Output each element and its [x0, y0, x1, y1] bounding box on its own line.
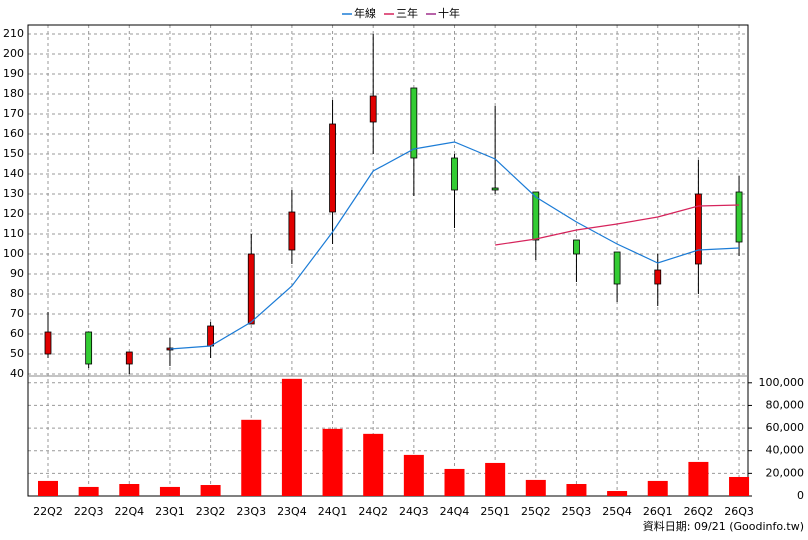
- y-tick-label: 140: [3, 167, 24, 180]
- candle-body: [410, 87, 418, 159]
- y2-tick-label: 60,000: [766, 421, 805, 434]
- candle-body: [125, 351, 133, 365]
- x-tick-label: 26Q1: [643, 505, 673, 518]
- volume-bar: [688, 461, 709, 496]
- y-tick-label: 40: [10, 367, 24, 380]
- volume-bar: [363, 433, 384, 496]
- volume-bar: [403, 454, 424, 496]
- x-tick-label: 24Q4: [440, 505, 470, 518]
- volume-bar: [607, 491, 628, 496]
- candle-body: [451, 157, 458, 191]
- volume-bar: [566, 484, 587, 496]
- x-tick-label: 23Q4: [277, 505, 307, 518]
- x-tick-label: 25Q2: [521, 505, 551, 518]
- x-tick-label: 26Q2: [684, 505, 714, 518]
- candle-body: [288, 211, 296, 251]
- x-tick-label: 23Q1: [155, 505, 185, 518]
- volume-bar: [159, 486, 180, 496]
- x-tick-label: 23Q2: [196, 505, 226, 518]
- y-tick-label: 130: [3, 187, 24, 200]
- y-tick-label: 90: [10, 267, 24, 280]
- plot-frame: [27, 24, 749, 497]
- x-tick-label: 22Q4: [114, 505, 144, 518]
- x-tick-label: 23Q3: [236, 505, 266, 518]
- legend-label: 十年: [438, 6, 460, 20]
- y-tick-label: 50: [10, 347, 24, 360]
- candle-body: [654, 269, 662, 285]
- y-tick-label: 160: [3, 127, 24, 140]
- x-tick-label: 24Q1: [318, 505, 348, 518]
- volume-bar: [241, 419, 262, 496]
- ma-line: [495, 204, 740, 246]
- volume-bar: [485, 462, 506, 496]
- footer: 資料日期: 09/21 (Goodinfo.tw): [643, 519, 804, 533]
- x-tick-label: 25Q1: [480, 505, 510, 518]
- candle-body: [247, 253, 255, 325]
- y-tick-label: 60: [10, 327, 24, 340]
- x-tick-label: 25Q3: [562, 505, 592, 518]
- legend-label: 年線: [354, 6, 376, 20]
- x-tick-label: 24Q3: [399, 505, 429, 518]
- y-tick-label: 190: [3, 67, 24, 80]
- x-tick-label: 24Q2: [358, 505, 388, 518]
- y2-tick-label: 80,000: [766, 398, 805, 411]
- volume-bar: [78, 486, 99, 496]
- x-tick-label: 25Q4: [602, 505, 632, 518]
- legend-label: 三年: [396, 6, 418, 20]
- volume-bar: [200, 485, 221, 496]
- y-tick-label: 150: [3, 147, 24, 160]
- y-tick-label: 170: [3, 107, 24, 120]
- volume-bar: [322, 428, 343, 496]
- y-tick-label: 120: [3, 207, 24, 220]
- candle-body: [369, 95, 377, 123]
- x-tick-label: 22Q3: [74, 505, 104, 518]
- volume-bar: [647, 480, 668, 496]
- candle-body: [695, 193, 702, 265]
- y2-tick-label: 40,000: [766, 444, 805, 457]
- y2-tick-label: 100,000: [759, 376, 805, 389]
- y-tick-label: 210: [3, 27, 24, 40]
- y-tick-label: 180: [3, 87, 24, 100]
- candle-body: [85, 331, 93, 365]
- y-tick-label: 70: [10, 307, 24, 320]
- volume-bar: [281, 378, 302, 496]
- y-tick-label: 200: [3, 47, 24, 60]
- volume-bar: [38, 480, 58, 496]
- candle-body: [532, 191, 540, 241]
- candle-body: [44, 331, 52, 355]
- candle-body: [735, 191, 743, 243]
- x-tick-label: 26Q3: [724, 505, 754, 518]
- candle-body: [491, 187, 499, 191]
- y-tick-label: 100: [3, 247, 24, 260]
- volume-bar: [525, 479, 546, 496]
- candle-body: [573, 239, 580, 255]
- ma-line: [169, 141, 740, 350]
- x-tick-label: 22Q2: [33, 505, 63, 518]
- y2-tick-label: 20,000: [766, 466, 805, 479]
- candle-body: [207, 325, 215, 347]
- y2-tick-label: 0: [797, 489, 804, 502]
- candle-body: [329, 123, 336, 213]
- y-tick-label: 110: [3, 227, 24, 240]
- y-tick-label: 80: [10, 287, 24, 300]
- candle-body: [613, 251, 621, 285]
- volume-bar: [444, 468, 465, 496]
- volume-bar: [729, 476, 750, 496]
- volume-bar: [119, 484, 140, 496]
